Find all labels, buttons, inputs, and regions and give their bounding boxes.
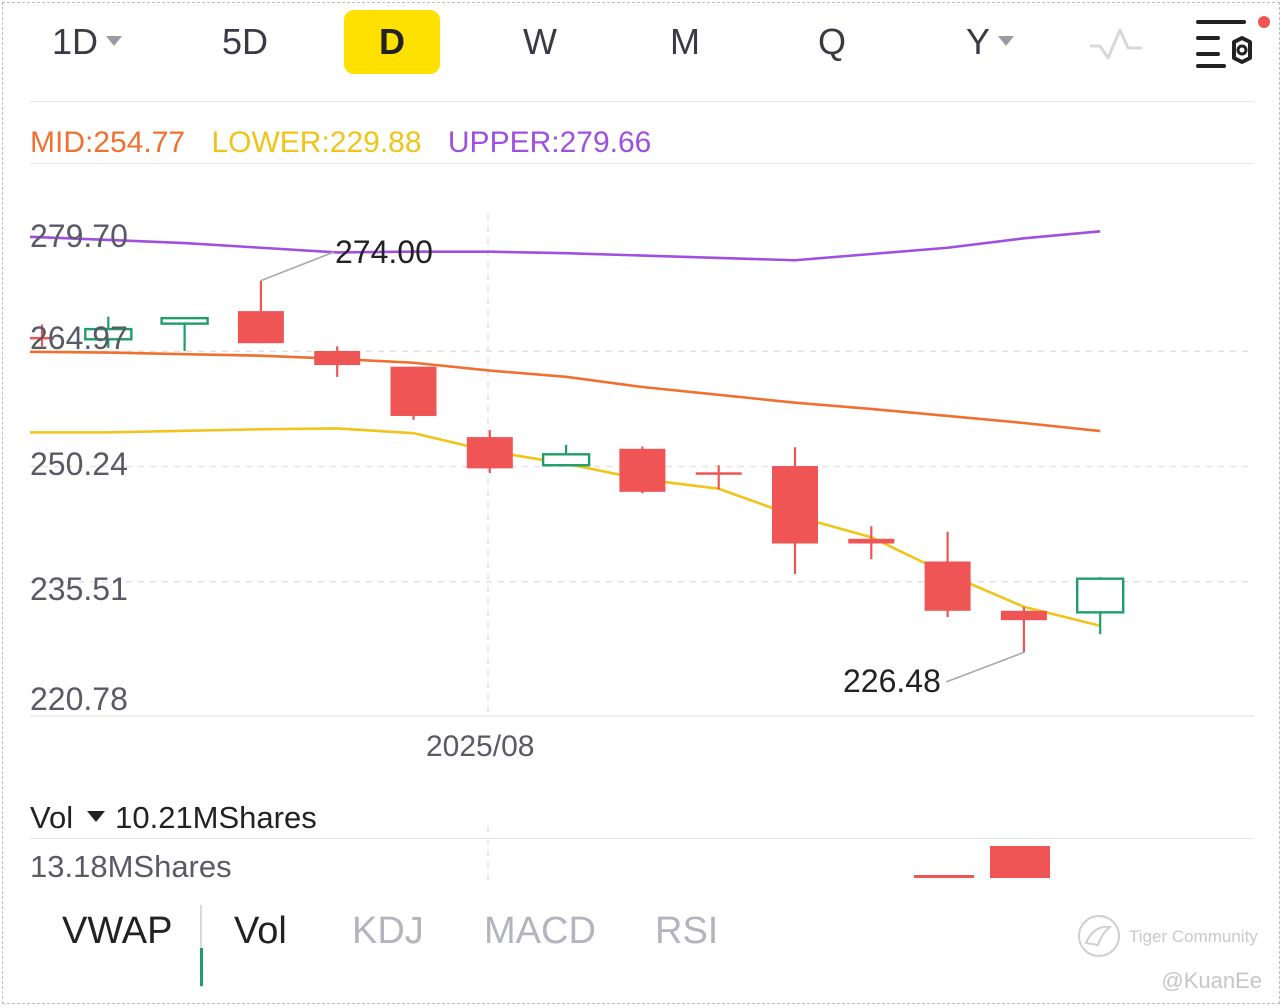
active-indicator-marker bbox=[200, 948, 203, 986]
tab-1d[interactable]: 1D bbox=[44, 10, 130, 74]
candle-body bbox=[314, 351, 361, 366]
tab-rsi[interactable]: RSI bbox=[655, 910, 719, 952]
tab-5d[interactable]: 5D bbox=[221, 21, 269, 62]
upper-band-line bbox=[29, 230, 1101, 262]
y-tick-label: 264.97 bbox=[30, 320, 128, 356]
tab-w[interactable]: W bbox=[523, 21, 557, 62]
candle-body bbox=[695, 472, 742, 475]
candle-body bbox=[30, 336, 54, 340]
chevron-down-icon bbox=[106, 36, 123, 47]
candle-body bbox=[84, 327, 133, 341]
tab-1d-label: 1D bbox=[51, 21, 99, 62]
bollinger-values: MID:254.77 LOWER:229.88 UPPER:279.66 bbox=[30, 126, 669, 160]
tab-y-label: Y bbox=[965, 21, 990, 62]
tiger-community-logo-icon bbox=[1078, 915, 1120, 957]
candle-body bbox=[772, 466, 818, 544]
divider bbox=[30, 838, 1254, 839]
caret-down-icon bbox=[87, 811, 106, 823]
tab-m[interactable]: M bbox=[670, 21, 700, 62]
candle-body bbox=[1075, 577, 1125, 614]
volume-max-label: 13.18MShares bbox=[30, 849, 232, 884]
divider bbox=[30, 101, 1254, 102]
volume-current: 10.21MShares bbox=[115, 800, 317, 835]
tab-q[interactable]: Q bbox=[817, 21, 846, 62]
divider bbox=[30, 163, 1254, 164]
period-tab-bar: 1D 5D D W M Q Y bbox=[0, 0, 1284, 84]
divider bbox=[200, 905, 202, 987]
candle-body bbox=[619, 448, 666, 492]
volume-bar bbox=[990, 846, 1050, 878]
chevron-down-icon bbox=[998, 36, 1014, 47]
volume-header[interactable]: Vol 10.21MShares bbox=[30, 800, 317, 836]
y-tick-label: 235.51 bbox=[30, 571, 128, 607]
tab-vol[interactable]: Vol bbox=[234, 910, 287, 952]
upper-value: UPPER:279.66 bbox=[447, 126, 652, 159]
mid-band-line bbox=[29, 350, 1101, 433]
notification-dot bbox=[1258, 16, 1270, 28]
y-tick-label: 220.78 bbox=[30, 681, 128, 717]
lower-value: LOWER:229.88 bbox=[211, 126, 422, 159]
tab-vwap[interactable]: VWAP bbox=[62, 910, 173, 952]
candle-body bbox=[466, 437, 513, 469]
watermark-handle: @KuanEe bbox=[1161, 968, 1262, 993]
high-leader-line bbox=[260, 251, 335, 282]
candle-body bbox=[848, 538, 895, 544]
high-price-label: 274.00 bbox=[335, 234, 433, 270]
y-tick-label: 279.70 bbox=[30, 218, 128, 254]
y-tick-label: 250.24 bbox=[30, 446, 128, 482]
tab-y[interactable]: Y bbox=[950, 10, 1030, 74]
tab-kdj[interactable]: KDJ bbox=[352, 910, 424, 952]
x-tick-label: 2025/08 bbox=[426, 730, 535, 763]
tab-macd[interactable]: MACD bbox=[484, 910, 596, 952]
volume-bar bbox=[914, 875, 974, 878]
indicator-tab-bar: VWAP Vol KDJ MACD RSI bbox=[0, 900, 1284, 970]
candle-body bbox=[1000, 610, 1047, 621]
low-leader-line bbox=[945, 651, 1025, 683]
tab-d[interactable]: D bbox=[344, 10, 440, 74]
candle-body bbox=[541, 453, 591, 467]
candle-body bbox=[924, 561, 971, 611]
volume-label: Vol bbox=[30, 800, 74, 835]
candle-body bbox=[390, 366, 437, 416]
mid-value: MID:254.77 bbox=[30, 126, 186, 159]
chart-settings-icon[interactable] bbox=[1194, 14, 1274, 74]
candle-body bbox=[160, 316, 209, 325]
low-price-label: 226.48 bbox=[843, 663, 941, 699]
watermark-brand: Tiger Community bbox=[1129, 927, 1258, 946]
candle-body bbox=[237, 311, 284, 344]
pulse-icon[interactable] bbox=[1088, 24, 1144, 64]
